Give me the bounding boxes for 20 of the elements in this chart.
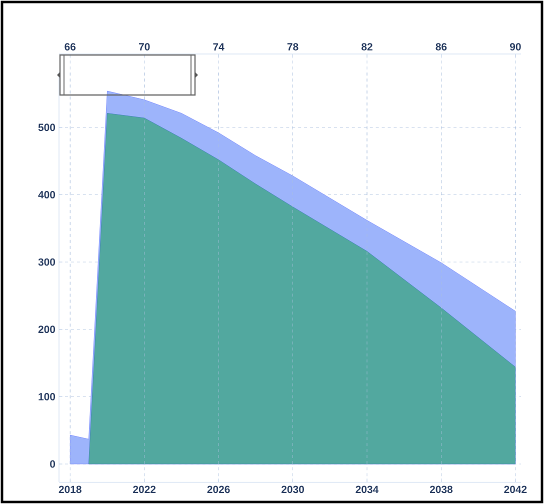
x2-tick-label: 86 (436, 43, 447, 50)
x-tick-label: 2030 (282, 486, 304, 494)
x2-tick-label: 82 (362, 43, 372, 50)
y-tick-label: 400 (38, 191, 56, 198)
y-tick-label: 0 (50, 460, 56, 468)
x2-tick-label: 90 (510, 43, 521, 50)
x-tick-label: 2038 (430, 486, 453, 494)
x2-tick-label: 74 (213, 43, 224, 50)
x2-tick-label: 66 (64, 43, 76, 50)
x-tick-label: 2022 (133, 486, 156, 494)
x-tick-label: 2018 (58, 486, 82, 494)
x2-tick-label: 78 (287, 43, 298, 50)
y-tick-label: 200 (38, 326, 56, 334)
x2-tick-label: 70 (138, 43, 150, 50)
y-tick-label: 100 (38, 392, 56, 400)
y-tick-label: 300 (38, 258, 56, 266)
x-tick-label: 2042 (504, 486, 527, 494)
x-tick-label: 2026 (207, 486, 230, 494)
y-tick-label: 500 (38, 124, 56, 132)
x-tick-label: 2034 (356, 486, 379, 494)
